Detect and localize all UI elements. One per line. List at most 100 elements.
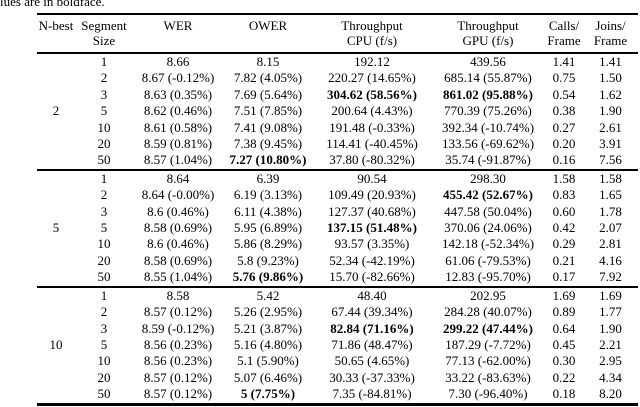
ower-cell: 7.41 (9.08%) xyxy=(233,119,303,135)
joins-cell: 1.41 xyxy=(599,54,622,69)
gpu-cell: 187.29 (-7.72%) xyxy=(445,336,531,352)
calls-cell: 0.17 xyxy=(552,269,576,285)
gpu-cell: 299.22 (47.44%) xyxy=(443,320,533,336)
joins-cell: 1.90 xyxy=(599,320,622,336)
cpu-cell: 71.86 (48.47%) xyxy=(331,336,413,352)
nbest-cell: 5 xyxy=(37,168,75,287)
joins-cell: 1.62 xyxy=(599,86,622,102)
results-table: N-best Segment Size WER OWER Throughput … xyxy=(37,13,638,406)
header-wer: WER xyxy=(133,14,223,54)
cpu-cell: 67.44 (39.34%) xyxy=(331,304,413,320)
ower-cell: 6.39 xyxy=(223,168,313,188)
joins-cell: 7.56 xyxy=(599,152,622,168)
table-row: 50 8.57 (0.12%) 5 (7.75%) 7.35 (-84.81%) 7.3… xyxy=(37,386,638,404)
header-ower: OWER xyxy=(223,14,313,54)
joins-cell: 1.65 xyxy=(599,187,622,203)
table-row: 20 8.58 (0.69%) 5.8 (9.23%) 52.34 (-42.19%)… xyxy=(37,253,638,269)
cpu-cell: 37.80 (-80.32%) xyxy=(329,152,415,168)
table-header: N-best Segment Size WER OWER Throughput … xyxy=(37,14,638,54)
calls-cell: 0.54 xyxy=(552,86,576,102)
table-row: 2 8.67 (-0.12%) 7.82 (4.05%) 220.27 (14.65%… xyxy=(37,70,638,86)
calls-cell: 0.21 xyxy=(552,252,576,268)
joins-cell: 4.16 xyxy=(599,252,622,268)
header-throughput-gpu-line2: GPU (f/s) xyxy=(462,33,514,48)
wer-cell: 8.6 (0.46%) xyxy=(147,236,209,252)
size-cell: 2 xyxy=(100,187,108,203)
joins-cell: 2.61 xyxy=(599,119,622,135)
size-cell: 50 xyxy=(97,152,111,168)
table-row: 2 1 8.66 8.15 192.12 439.56 1.41 1.41 xyxy=(37,53,638,118)
cpu-cell: 93.57 (3.35%) xyxy=(334,236,410,252)
cpu-cell: 48.40 xyxy=(313,285,431,305)
gpu-cell: 455.42 (52.67%) xyxy=(443,187,533,203)
cpu-cell: 50.65 (4.65%) xyxy=(334,353,410,369)
gpu-cell: 133.56 (-69.62%) xyxy=(441,136,535,152)
gpu-cell: 35.74 (-91.87%) xyxy=(445,152,531,168)
header-wer-line1: WER xyxy=(163,18,193,33)
table-row: 2 8.57 (0.12%) 5.26 (2.95%) 67.44 (39.34%) 2… xyxy=(37,304,638,320)
size-cell: 2 xyxy=(100,304,108,320)
table-row: 50 8.57 (1.04%) 7.27 (10.80%) 37.80 (-80.32… xyxy=(37,152,638,169)
joins-cell: 1.77 xyxy=(599,304,622,320)
header-joins-frame-line1: Joins/ xyxy=(595,18,626,33)
joins-cell: 2.07 xyxy=(599,220,622,236)
cpu-cell: 109.49 (20.93%) xyxy=(328,187,416,203)
cpu-cell: 220.27 (14.65%) xyxy=(328,70,416,86)
size-cell: 3 xyxy=(100,86,108,102)
wer-cell: 8.58 (0.69%) xyxy=(143,220,213,236)
wer-cell: 8.59 (-0.12%) xyxy=(141,320,215,336)
size-cell: 1 xyxy=(75,285,133,305)
ower-cell: 5.95 (6.89%) xyxy=(233,220,303,236)
joins-cell: 7.92 xyxy=(599,269,622,285)
nbest-cell: 10 xyxy=(37,285,75,405)
joins-cell: 4.34 xyxy=(599,369,622,385)
calls-cell: 0.83 xyxy=(552,187,576,203)
cpu-cell: 52.34 (-42.19%) xyxy=(329,252,415,268)
header-segment-size: Segment Size xyxy=(75,14,133,54)
size-cell: 1 xyxy=(100,54,108,69)
gpu-cell: 202.95 xyxy=(431,285,545,305)
wer-cell: 8.63 (0.35%) xyxy=(143,86,213,102)
wer-cell: 8.55 (1.04%) xyxy=(143,269,213,285)
cpu-cell: 191.48 (-0.33%) xyxy=(329,119,415,135)
size-cell: 5 xyxy=(100,220,108,236)
calls-cell: 0.64 xyxy=(552,320,576,336)
cpu-cell: 192.12 xyxy=(354,54,390,69)
cpu-cell: 30.33 (-37.33%) xyxy=(329,369,415,385)
gpu-cell: 142.18 (-52.34%) xyxy=(441,236,535,252)
ower-cell: 5 (7.75%) xyxy=(240,386,296,402)
size-cell: 1 xyxy=(75,168,133,188)
calls-cell: 0.29 xyxy=(552,236,576,252)
wer-cell: 8.57 (1.04%) xyxy=(143,152,213,168)
header-joins-frame: Joins/ Frame xyxy=(583,14,638,54)
header-calls-frame: Calls/ Frame xyxy=(545,14,583,54)
joins-cell: 1.78 xyxy=(599,203,622,219)
gpu-cell: 7.30 (-96.40%) xyxy=(448,386,528,402)
table-row: 5 8.58 (0.69%) 5.95 (6.89%) 137.15 (51.48%)… xyxy=(37,220,638,236)
header-throughput-gpu-line1: Throughput xyxy=(457,18,519,33)
cpu-cell: 90.54 xyxy=(313,168,431,188)
wer-cell: 8.59 (0.81%) xyxy=(143,136,213,152)
table-row: 50 8.55 (1.04%) 5.76 (9.86%) 15.70 (-82.66%… xyxy=(37,269,638,286)
size-cell: 20 xyxy=(97,369,111,385)
ower-cell: 5.26 (2.95%) xyxy=(233,304,303,320)
calls-cell: 0.89 xyxy=(552,304,576,320)
table-row: 5 1 8.64 6.39 90.54 298.30 1.58 1.58 xyxy=(37,168,638,287)
header-joins-frame-line2: Frame xyxy=(593,33,628,48)
gpu-cell: 33.22 (-83.63%) xyxy=(445,369,531,385)
calls-cell: 0.42 xyxy=(552,220,576,236)
ower-cell: 5.42 xyxy=(223,285,313,305)
cpu-cell: 137.15 (51.48%) xyxy=(327,220,417,236)
calls-cell: 0.22 xyxy=(552,369,576,385)
header-ower-line2 xyxy=(223,33,313,48)
calls-cell: 0.30 xyxy=(552,353,576,369)
wer-cell: 8.58 xyxy=(133,285,223,305)
ower-cell: 7.69 (5.64%) xyxy=(233,86,303,102)
calls-cell: 1.69 xyxy=(545,285,583,305)
gpu-cell: 770.39 (75.26%) xyxy=(444,103,532,119)
size-cell: 5 xyxy=(100,336,108,352)
header-nbest-line1: N-best xyxy=(38,18,74,33)
header-segment-size-line2: Size xyxy=(92,33,116,48)
joins-cell: 1.58 xyxy=(583,168,638,188)
